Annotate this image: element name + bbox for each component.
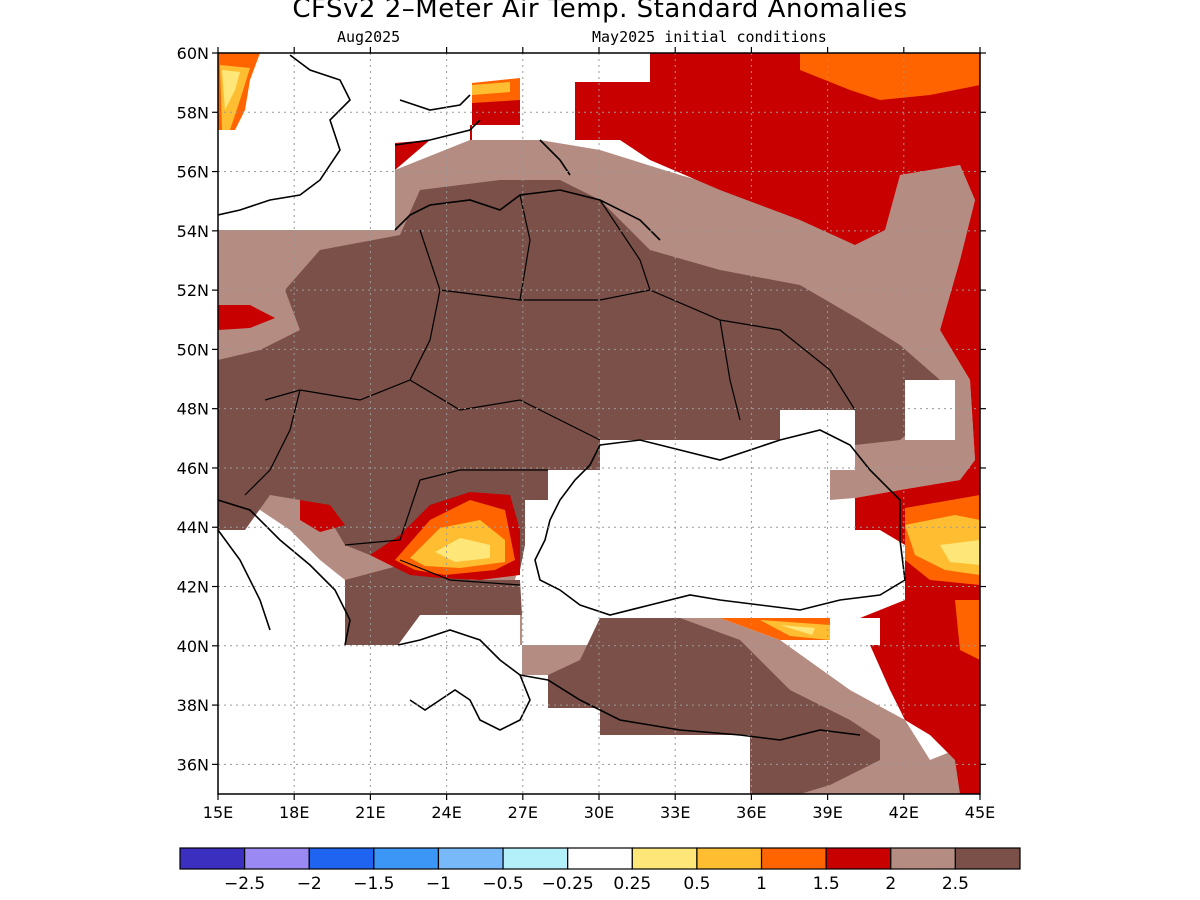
lon-tick-label: 24E <box>431 803 461 822</box>
grid-lines <box>218 53 980 794</box>
anomaly-region-1p5 <box>575 53 980 794</box>
colorbar: −2.5 −2 −1.5 −1 −0.5 −0.25 0.25 0.5 1 1.5 2 2.5 <box>179 847 1021 894</box>
map-title: CFSv2 2–Meter Air Temp. Standard Anomali… <box>292 0 908 24</box>
colorbar-label: 1.5 <box>813 874 840 894</box>
colorbar-label: 1 <box>756 874 767 894</box>
lon-tick-label: 18E <box>279 803 309 822</box>
aegean-coast <box>397 629 531 731</box>
colorbar-label: 2 <box>885 874 896 894</box>
lat-tick-label: 58N <box>177 103 209 122</box>
anomaly-fields <box>218 53 980 794</box>
lat-tick-label: 56N <box>177 163 209 182</box>
colorbar-swatch <box>308 847 375 870</box>
lat-tick-label: 50N <box>177 340 209 359</box>
initial-conditions-label: May2025 initial conditions <box>592 28 827 46</box>
lat-tick-label: 40N <box>177 637 209 656</box>
colorbar-swatch <box>825 847 892 870</box>
lon-tick-label: 15E <box>203 803 233 822</box>
colorbar-swatch <box>696 847 763 870</box>
colorbar-swatch <box>567 847 633 870</box>
colorbar-swatch <box>373 847 440 870</box>
lon-tick-label: 21E <box>355 803 385 822</box>
colorbar-label: 0.25 <box>613 874 651 894</box>
valid-month-label: Aug2025 <box>337 28 401 46</box>
colorbar-label: −0.5 <box>482 874 523 894</box>
colorbar-label: −1 <box>426 874 451 894</box>
lat-tick-label: 38N <box>177 696 209 715</box>
lat-tick-label: 36N <box>177 755 209 774</box>
colorbar-swatch <box>954 847 1021 870</box>
baltic-coast <box>394 119 661 241</box>
lon-tick-label: 39E <box>812 803 842 822</box>
colorbar-swatch <box>631 847 698 870</box>
colorbar-swatch <box>244 847 310 870</box>
black-sea-coast <box>534 429 906 616</box>
longitude-axis: 15E 18E 21E 24E 27E 30E 33E 36E 39E 42E 45E <box>203 47 995 822</box>
colorbar-swatch <box>760 847 827 870</box>
colorbar-swatch <box>502 847 569 870</box>
colorbar-swatch <box>179 847 246 870</box>
adriatic-coast <box>218 499 351 646</box>
lat-tick-label: 52N <box>177 281 209 300</box>
latitude-axis: 60N 58N 56N 54N 52N 50N 48N 46N 44N 42N 40N 38N 36N <box>177 44 986 774</box>
colorbar-swatch <box>890 847 956 870</box>
colorbar-label: −2.5 <box>224 874 265 894</box>
lat-tick-label: 60N <box>177 44 209 63</box>
lon-tick-label: 45E <box>965 803 995 822</box>
colorbar-label: −0.25 <box>542 874 594 894</box>
colorbar-label: −2 <box>297 874 322 894</box>
lat-tick-label: 42N <box>177 578 209 597</box>
lat-tick-label: 44N <box>177 518 209 537</box>
lat-tick-label: 46N <box>177 459 209 478</box>
scandinavia-coast <box>218 54 471 216</box>
lon-tick-label: 42E <box>889 803 919 822</box>
country-borders <box>244 194 856 586</box>
turkey-coast <box>519 674 861 741</box>
lat-tick-label: 48N <box>177 400 209 419</box>
lon-tick-label: 36E <box>736 803 766 822</box>
anomaly-region-2p5 <box>218 180 940 570</box>
lon-tick-label: 30E <box>584 803 614 822</box>
colorbar-swatch <box>437 847 504 870</box>
lon-tick-label: 27E <box>508 803 538 822</box>
lat-tick-label: 54N <box>177 222 209 241</box>
colorbar-label: 0.5 <box>683 874 710 894</box>
colorbar-label: 2.5 <box>942 874 969 894</box>
coastlines <box>218 54 906 741</box>
lon-tick-label: 33E <box>660 803 690 822</box>
colorbar-label: −1.5 <box>353 874 394 894</box>
